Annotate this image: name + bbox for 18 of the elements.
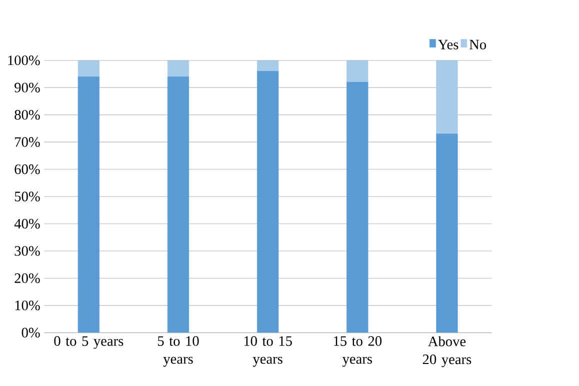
x-tick-label: 15 to 20 years bbox=[334, 336, 382, 366]
y-tick-label: 70% bbox=[15, 136, 40, 147]
y-tick-label: 80% bbox=[14, 110, 40, 120]
y-tick-label: 90% bbox=[14, 82, 40, 92]
x-tick-label: 10 to 15 years bbox=[244, 336, 292, 366]
x-tick-label: Above 20 years bbox=[422, 336, 472, 367]
x-tick-label: 5 to 10 years bbox=[158, 336, 199, 366]
legend-label: Yes bbox=[438, 40, 458, 50]
y-tick-label: 100% bbox=[8, 55, 40, 65]
y-tick-label: 60% bbox=[14, 164, 40, 174]
y-tick-label: 50% bbox=[14, 191, 40, 202]
y-tick-label: 10% bbox=[15, 300, 40, 310]
y-tick-label: 20% bbox=[14, 273, 40, 283]
x-tick-label: 0 to 5 years bbox=[54, 336, 124, 349]
y-tick-label: 30% bbox=[14, 246, 40, 256]
y-tick-label: 0% bbox=[22, 328, 40, 338]
y-tick-label: 40% bbox=[14, 218, 40, 228]
legend-label: No bbox=[469, 40, 486, 50]
